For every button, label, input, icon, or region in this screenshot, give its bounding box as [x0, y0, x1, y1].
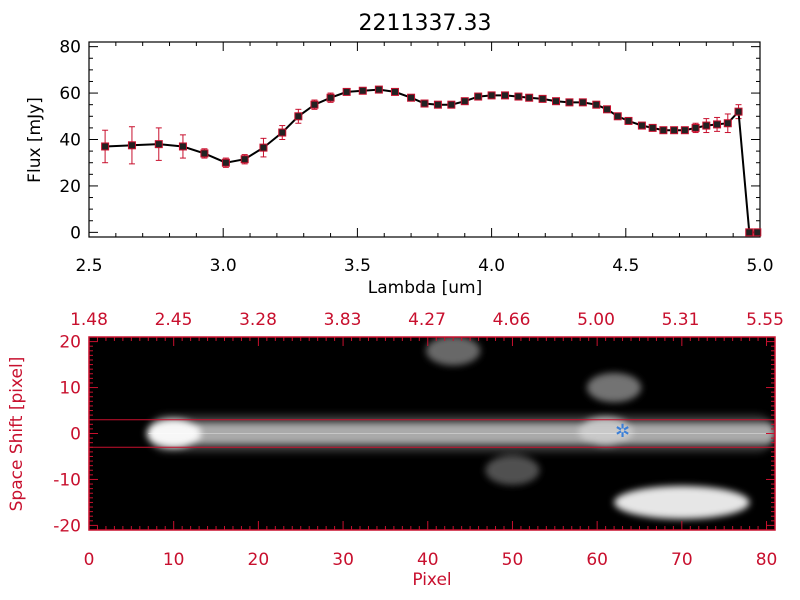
flux-point [221, 158, 230, 167]
flux-point [342, 87, 351, 96]
flux-point [680, 126, 689, 135]
flux-point [390, 87, 399, 96]
emission-knot-1 [146, 418, 201, 449]
flux-point [734, 107, 743, 116]
flux-point [525, 93, 534, 102]
flux-point [240, 155, 249, 164]
emission-source-low [485, 455, 540, 485]
spectrum-y-tick-label: 80 [59, 38, 81, 58]
flux-point [487, 91, 496, 100]
spectrum-y-tick-label: 40 [59, 131, 81, 151]
spectrum-x-tick-label: 3.0 [210, 256, 237, 276]
spectrum-x-tick-label: 3.5 [344, 256, 371, 276]
flux-point [753, 228, 762, 237]
flux-point [278, 128, 287, 137]
flux-point [637, 121, 646, 130]
flux-point [200, 149, 209, 158]
image-top-tick-label: 5.31 [662, 310, 700, 330]
image-top-tick-label: 4.66 [493, 310, 531, 330]
spectrum-x-label: Lambda [um] [368, 278, 482, 298]
flux-point [178, 142, 187, 151]
spectrum-x-tick-label: 4.0 [478, 256, 505, 276]
spectrum-y-tick-label: 0 [70, 223, 81, 243]
flux-point [407, 93, 416, 102]
image-x-tick-label: 80 [756, 550, 778, 570]
flux-point [670, 126, 679, 135]
image-top-tick-label: 4.27 [408, 310, 446, 330]
emission-source-top [426, 337, 481, 366]
image-x-label: Pixel [412, 570, 451, 590]
emission-knot-2 [578, 416, 633, 446]
flux-point [310, 100, 319, 109]
image-y-tick-label: 20 [59, 333, 81, 353]
flux-point [460, 97, 469, 106]
image-top-tick-label: 3.28 [239, 310, 277, 330]
image-top-tick-label: 1.48 [70, 310, 108, 330]
image-x-tick-label: 50 [502, 550, 524, 570]
flux-point [648, 123, 657, 132]
flux-point [578, 98, 587, 107]
image-y-label: Space Shift [pixel] [7, 357, 27, 512]
image-top-tick-label: 5.00 [577, 310, 615, 330]
flux-point [613, 112, 622, 121]
flux-point [552, 97, 561, 106]
flux-point [514, 92, 523, 101]
image-x-tick-label: 30 [332, 550, 354, 570]
spectrum-x-tick-label: 4.5 [612, 256, 639, 276]
spectrum-panel: 2.5 3.0 3.5 4.0 4.5 5.0 0 20 40 60 80 Lambda [um]… [25, 38, 774, 298]
flux-point [592, 100, 601, 109]
spectrum-y-tick-label: 60 [59, 84, 81, 104]
flux-point [374, 85, 383, 94]
flux-point [745, 228, 754, 237]
image-x-tick-label: 10 [163, 550, 185, 570]
image-top-tick-label: 5.55 [746, 310, 784, 330]
image-x-tick-label: 60 [586, 550, 608, 570]
flux-point [447, 100, 456, 109]
image-top-tick-label: 2.45 [155, 310, 193, 330]
flux-point [294, 112, 303, 121]
image-x-tick-label: 40 [417, 550, 439, 570]
flux-point [538, 94, 547, 103]
image-x-tick-label: 0 [84, 550, 95, 570]
flux-point [713, 120, 722, 129]
flux-point [723, 119, 732, 128]
spectrum-y-tick-label: 20 [59, 177, 81, 197]
emission-source-upper [586, 372, 642, 403]
image-top-tick-label: 3.83 [324, 310, 362, 330]
flux-series-line [105, 88, 758, 234]
image-y-tick-label: -10 [53, 470, 81, 490]
image-x-tick-label: 20 [248, 550, 270, 570]
flux-point [101, 142, 110, 151]
flux-point [659, 126, 668, 135]
image-y-tick-label: -20 [53, 516, 81, 536]
flux-point [358, 86, 367, 95]
target-star-icon: ✲ [615, 421, 630, 442]
emission-source-bottom [614, 485, 750, 519]
flux-point [127, 141, 136, 150]
image-x-tick-label: 70 [671, 550, 693, 570]
flux-point [259, 143, 268, 152]
chart-title: 2211337.33 [359, 11, 492, 36]
flux-point [474, 92, 483, 101]
flux-point [154, 140, 163, 149]
spectrum-plot-area [88, 41, 761, 238]
flux-point [420, 99, 429, 108]
flux-point [691, 123, 700, 132]
flux-point [501, 91, 510, 100]
flux-point [702, 121, 711, 130]
image-y-tick-label: 0 [70, 425, 81, 445]
flux-point [603, 105, 612, 114]
flux-point [326, 93, 335, 102]
image-y-tick-label: 10 [59, 379, 81, 399]
spectrum-x-tick-label: 5.0 [746, 256, 773, 276]
spectral-image-panel: ✲ 0 10 20 30 40 50 60 70 80 1.48 2.45 3.28 3.83 4.27… [7, 310, 784, 590]
spectrum-x-tick-label: 2.5 [75, 256, 102, 276]
spectrum-y-label: Flux [mJy] [25, 97, 45, 183]
flux-point [565, 98, 574, 107]
flux-point [624, 116, 633, 125]
flux-point [433, 100, 442, 109]
